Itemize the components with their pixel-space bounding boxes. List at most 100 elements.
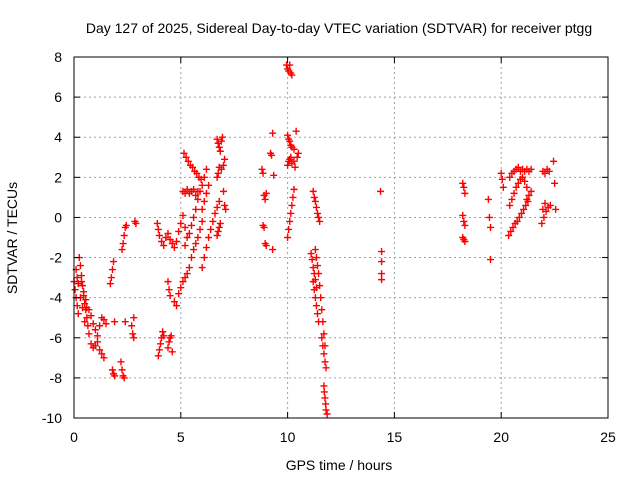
- data-point: [93, 332, 101, 340]
- data-point: [91, 326, 99, 334]
- data-point: [120, 374, 128, 382]
- data-point: [520, 205, 528, 213]
- data-point: [93, 338, 101, 346]
- data-point: [321, 394, 329, 402]
- data-point: [162, 234, 170, 241]
- data-point: [205, 181, 213, 189]
- data-point: [377, 187, 385, 195]
- data-point: [159, 328, 167, 336]
- data-point: [190, 246, 198, 254]
- data-point: [110, 258, 118, 266]
- data-point: [164, 278, 172, 286]
- data-point: [164, 229, 172, 237]
- data-point: [221, 155, 229, 163]
- data-point: [316, 282, 324, 290]
- data-point: [197, 175, 205, 183]
- data-point: [170, 298, 178, 306]
- data-point: [160, 242, 168, 250]
- data-point: [309, 264, 317, 272]
- x-axis-label: GPS time / hours: [286, 457, 393, 473]
- y-tick-label: 4: [54, 129, 62, 145]
- data-point: [320, 382, 328, 390]
- data-point: [111, 318, 119, 326]
- data-point: [177, 219, 185, 227]
- data-point: [309, 278, 317, 286]
- data-point: [180, 149, 188, 157]
- data-point: [154, 352, 162, 360]
- data-point: [288, 71, 296, 79]
- data-point: [207, 225, 215, 233]
- data-point: [378, 248, 386, 256]
- data-point: [515, 213, 523, 221]
- data-point: [80, 288, 88, 296]
- data-point: [121, 318, 129, 326]
- data-point: [284, 234, 292, 241]
- data-point: [77, 278, 85, 286]
- data-point: [84, 322, 92, 330]
- data-point: [200, 254, 208, 262]
- data-point: [290, 157, 298, 165]
- data-point: [173, 302, 181, 310]
- data-point: [498, 175, 506, 183]
- data-point: [509, 223, 517, 231]
- data-point: [310, 193, 318, 201]
- data-point: [170, 244, 178, 252]
- data-point: [77, 272, 85, 280]
- data-point: [262, 189, 270, 197]
- y-tick-label: -8: [50, 370, 63, 386]
- data-point: [209, 217, 217, 225]
- data-point: [175, 290, 183, 298]
- data-point: [157, 340, 165, 348]
- data-point: [269, 246, 277, 254]
- data-point: [215, 197, 223, 205]
- data-point: [284, 161, 292, 169]
- data-point: [315, 213, 323, 221]
- data-point: [459, 211, 467, 219]
- data-point: [158, 238, 166, 246]
- data-point: [318, 334, 326, 342]
- data-point: [322, 364, 330, 372]
- data-point: [205, 234, 213, 241]
- data-point: [168, 240, 176, 248]
- data-point: [311, 197, 319, 205]
- data-point: [286, 217, 294, 225]
- data-point: [294, 149, 302, 157]
- data-point: [182, 153, 190, 161]
- data-point: [153, 219, 161, 227]
- data-point: [286, 61, 294, 69]
- data-point: [497, 169, 505, 177]
- data-point: [522, 201, 530, 209]
- data-point: [286, 137, 294, 145]
- data-point: [181, 223, 189, 231]
- x-tick-label: 20: [493, 429, 509, 445]
- data-point: [220, 161, 228, 169]
- data-point: [108, 266, 116, 274]
- data-point: [79, 282, 87, 290]
- data-point: [85, 306, 93, 314]
- x-tick-label: 25: [600, 429, 616, 445]
- data-point: [198, 181, 206, 189]
- data-point: [293, 153, 301, 161]
- data-point: [154, 225, 162, 233]
- data-point: [461, 221, 469, 229]
- x-tick-label: 5: [177, 429, 185, 445]
- y-tick-label: -6: [50, 330, 63, 346]
- data-point: [132, 219, 140, 227]
- data-point: [487, 256, 495, 264]
- data-point: [291, 163, 299, 171]
- data-point: [221, 201, 229, 209]
- data-point: [187, 221, 195, 229]
- data-point: [202, 165, 210, 173]
- data-point: [290, 185, 298, 193]
- data-point: [222, 205, 230, 213]
- data-point: [546, 201, 554, 209]
- data-point: [183, 185, 191, 193]
- x-tick-label: 10: [280, 429, 296, 445]
- data-point: [213, 231, 221, 239]
- data-point: [200, 197, 208, 205]
- data-point: [177, 284, 185, 292]
- y-tick-label: -10: [42, 410, 62, 426]
- data-point: [179, 278, 187, 286]
- data-point: [213, 203, 221, 211]
- data-point: [262, 242, 270, 250]
